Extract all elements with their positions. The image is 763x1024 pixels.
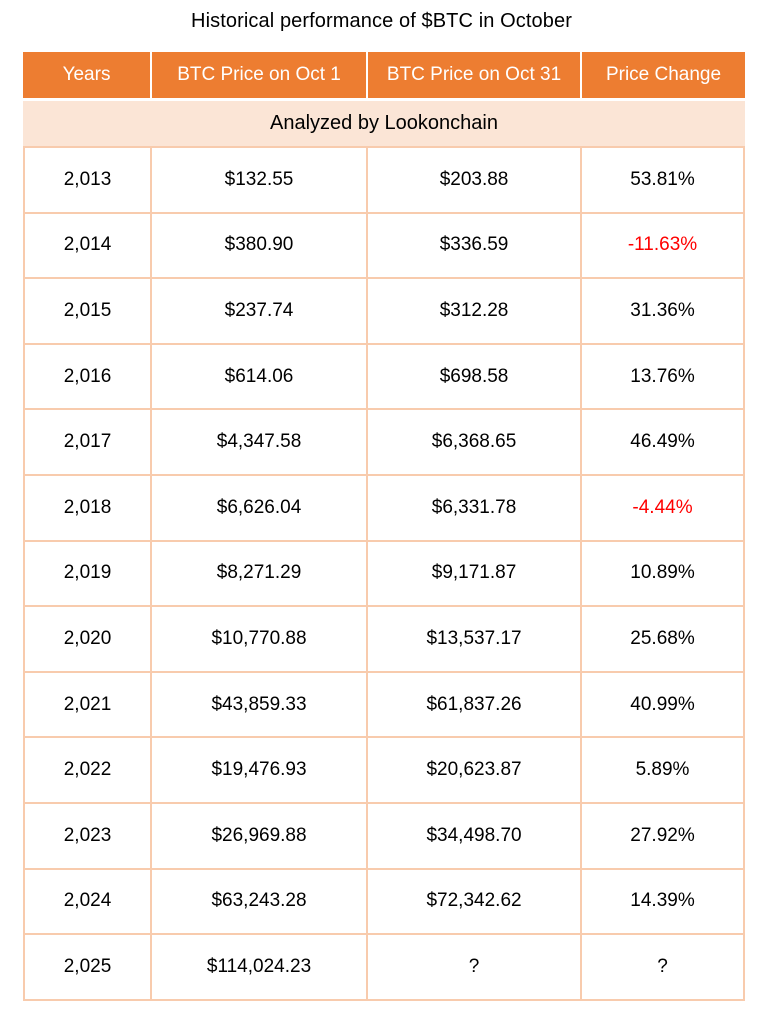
cell-price-change: -4.44%: [582, 475, 745, 542]
cell-year: 2,016: [23, 344, 153, 411]
cell-oct1-price: $4,347.58: [152, 410, 369, 476]
cell-price-change: 5.89%: [582, 738, 745, 804]
header-years: Years: [23, 52, 153, 98]
cell-oct1-price: $10,770.88: [152, 607, 369, 673]
cell-oct1-price: $237.74: [152, 279, 369, 345]
cell-oct31-price: $6,331.78: [368, 475, 583, 542]
cell-price-change: 53.81%: [582, 148, 745, 214]
header-price-change: Price Change: [605, 64, 722, 85]
cell-oct31-price: $72,342.62: [368, 869, 583, 936]
cell-oct1-price: $114,024.23: [152, 935, 369, 1001]
cell-oct1-price: $8,271.29: [152, 541, 369, 608]
cell-oct31-price: $336.59: [368, 213, 583, 280]
cell-oct31-price: $203.88: [368, 148, 583, 214]
cell-price-change: 27.92%: [582, 803, 745, 870]
cell-oct31-price: ?: [368, 935, 583, 1001]
cell-oct31-price: $61,837.26: [368, 672, 583, 739]
cell-oct31-price: $20,623.87: [368, 738, 583, 804]
header-oct1-price: BTC Price on Oct 1: [152, 52, 369, 98]
table-subheader: Analyzed by Lookonchain: [23, 101, 745, 148]
table-header-row: Years BTC Price on Oct 1 BTC Price on Oc…: [23, 52, 745, 101]
cell-price-change: -11.63%: [582, 213, 745, 280]
cell-price-change: 14.39%: [582, 869, 745, 936]
cell-year: 2,013: [23, 148, 153, 214]
cell-oct31-price: $34,498.70: [368, 803, 583, 870]
btc-october-table: Years BTC Price on Oct 1 BTC Price on Oc…: [23, 52, 745, 1001]
table-body: 2,013 $132.55 $203.88 53.81% 2,014 $380.90 $33…: [23, 148, 745, 1001]
cell-oct31-price: $312.28: [368, 279, 583, 345]
cell-oct31-price: $698.58: [368, 344, 583, 411]
cell-oct1-price: $6,626.04: [152, 475, 369, 542]
cell-oct1-price: $380.90: [152, 213, 369, 280]
cell-price-change: 10.89%: [582, 541, 745, 608]
cell-oct31-price: $9,171.87: [368, 541, 583, 608]
cell-year: 2,017: [23, 410, 153, 476]
cell-price-change: 31.36%: [582, 279, 745, 345]
cell-year: 2,018: [23, 475, 153, 542]
page-title: Historical performance of $BTC in Octobe…: [191, 10, 572, 32]
cell-year: 2,021: [23, 672, 153, 739]
cell-oct1-price: $132.55: [152, 148, 369, 214]
cell-oct1-price: $43,859.33: [152, 672, 369, 739]
cell-price-change: 40.99%: [582, 672, 745, 739]
cell-oct1-price: $63,243.28: [152, 869, 369, 936]
cell-price-change: 25.68%: [582, 607, 745, 673]
header-oct31-price: BTC Price on Oct 31: [368, 52, 583, 98]
cell-oct31-price: $6,368.65: [368, 410, 583, 476]
cell-price-change: 13.76%: [582, 344, 745, 411]
cell-year: 2,025: [23, 935, 153, 1001]
cell-oct1-price: $26,969.88: [152, 803, 369, 870]
cell-year: 2,023: [23, 803, 153, 870]
cell-oct31-price: $13,537.17: [368, 607, 583, 673]
cell-year: 2,014: [23, 213, 153, 280]
cell-year: 2,019: [23, 541, 153, 608]
cell-oct1-price: $614.06: [152, 344, 369, 411]
cell-year: 2,022: [23, 738, 153, 804]
cell-year: 2,015: [23, 279, 153, 345]
cell-oct1-price: $19,476.93: [152, 738, 369, 804]
cell-price-change: 46.49%: [582, 410, 745, 476]
cell-year: 2,024: [23, 869, 153, 936]
cell-price-change: ?: [582, 935, 745, 1001]
cell-year: 2,020: [23, 607, 153, 673]
